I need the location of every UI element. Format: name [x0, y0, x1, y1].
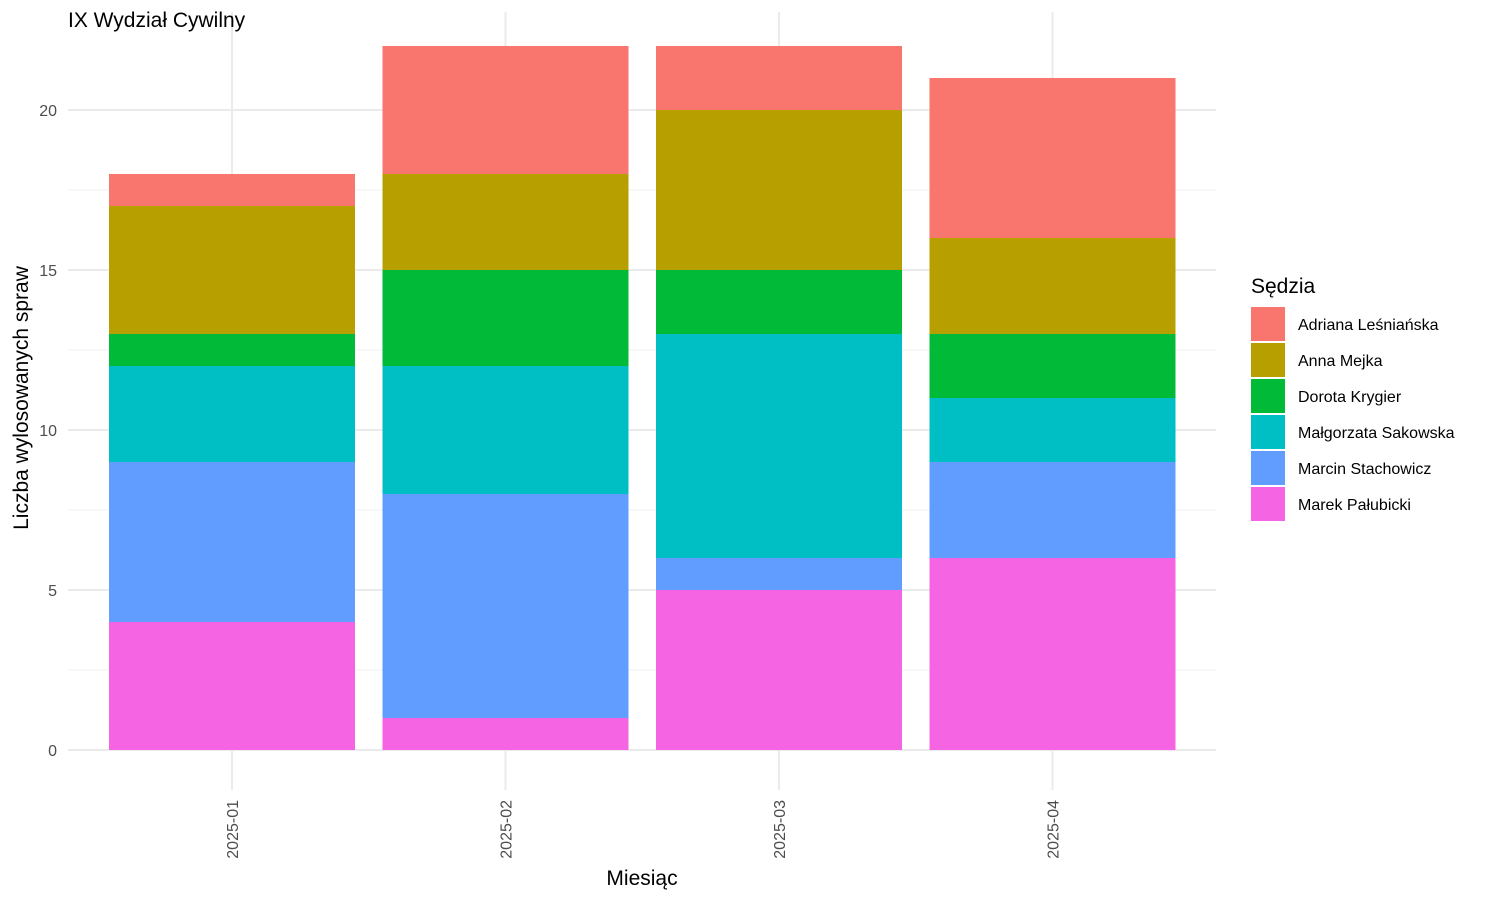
bar-segment: [382, 174, 629, 270]
legend-swatch: [1251, 307, 1285, 341]
bar-segment: [382, 270, 629, 366]
x-axis-title: Miesiąc: [606, 867, 677, 890]
bar-segment: [109, 622, 355, 750]
x-tick-label: 2025-01: [225, 800, 242, 859]
legend-swatch: [1251, 379, 1285, 413]
bar-segment: [656, 558, 902, 590]
bar-segment: [109, 462, 355, 622]
x-tick-label: 2025-02: [499, 800, 516, 859]
legend: Sędzia Adriana Leśniańska Anna Mejka Dorot…: [1251, 275, 1455, 521]
bar-segment: [929, 238, 1176, 334]
bar-segment: [929, 462, 1176, 558]
bar-segment: [929, 398, 1176, 462]
x-axis: 2025-01 2025-02 2025-03 2025-04: [225, 800, 1063, 859]
bar-segment: [656, 110, 902, 270]
legend-swatch: [1251, 415, 1285, 449]
y-tick-label: 10: [39, 423, 57, 440]
bars: [109, 46, 1176, 750]
y-tick-label: 20: [39, 103, 57, 120]
y-tick-label: 0: [48, 743, 57, 760]
bar-segment: [382, 366, 629, 494]
legend-label: Dorota Krygier: [1298, 389, 1402, 406]
chart-title: IX Wydział Cywilny: [68, 9, 246, 32]
legend-swatch: [1251, 487, 1285, 521]
bar-segment: [656, 270, 902, 334]
y-tick-label: 5: [48, 583, 57, 600]
x-tick-label: 2025-04: [1046, 800, 1063, 859]
bar-segment: [656, 334, 902, 558]
bar-segment: [929, 558, 1176, 750]
bar-segment: [929, 78, 1176, 238]
bar-segment: [382, 718, 629, 750]
legend-label: Anna Mejka: [1298, 353, 1383, 370]
legend-label: Marek Pałubicki: [1298, 497, 1411, 514]
bar-segment: [382, 494, 629, 718]
y-tick-label: 15: [39, 263, 57, 280]
bar-segment: [382, 46, 629, 174]
legend-label: Marcin Stachowicz: [1298, 461, 1431, 478]
legend-label: Małgorzata Sakowska: [1298, 425, 1455, 442]
legend-swatch: [1251, 343, 1285, 377]
x-tick-label: 2025-03: [772, 800, 789, 859]
bar-segment: [109, 206, 355, 334]
y-axis-title: Liczba wylosowanych spraw: [10, 265, 33, 530]
bar-segment: [109, 334, 355, 366]
bar-segment: [656, 46, 902, 110]
bar-segment: [929, 334, 1176, 398]
legend-swatch: [1251, 451, 1285, 485]
bar-segment: [656, 590, 902, 750]
legend-title: Sędzia: [1251, 275, 1316, 298]
bar-segment: [109, 174, 355, 206]
bar-segment: [109, 366, 355, 462]
y-axis: 0 5 10 15 20: [39, 103, 57, 760]
legend-label: Adriana Leśniańska: [1298, 317, 1439, 334]
